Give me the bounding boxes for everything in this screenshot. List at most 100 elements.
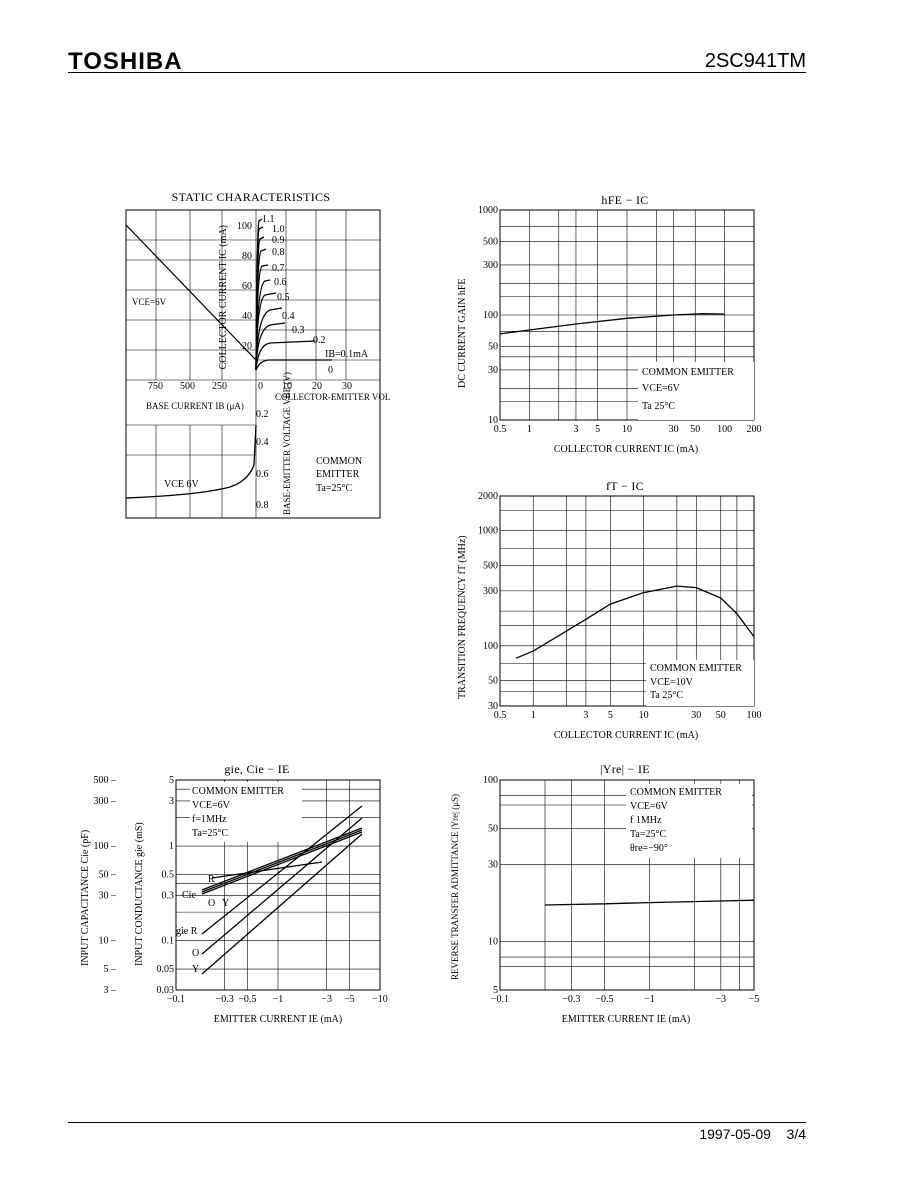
footer-page: 3/4	[786, 1126, 806, 1142]
ft-ic-chart: fT − IC 0.5 1 3 5 10 30 50 100 30 50 100 300 500 1000…	[457, 479, 762, 741]
yre-ie-chart: |Yre| − IE −0.1 −0.3 −0.5 −1 −3 −55103050100 …	[450, 762, 760, 1025]
ic-tick: 0	[328, 365, 333, 376]
x-tick-label: 50	[716, 710, 726, 721]
series-line	[544, 899, 755, 906]
chart-title: fT − IC	[606, 479, 644, 493]
x-tick-label: −0.5	[595, 994, 613, 1005]
y-tick-label: 1000	[478, 526, 498, 537]
x-axis-label: COLLECTOR CURRENT IC (mA)	[554, 444, 698, 455]
note: VCE=6V	[192, 800, 231, 811]
y-tick: 40	[242, 311, 252, 322]
ic-tick: 0.5	[277, 292, 290, 303]
y-tick-label: 10	[488, 415, 498, 426]
vbe-tick: 0.8	[256, 500, 269, 511]
ic-tick: 0.2	[313, 335, 326, 346]
x-tick-label: −5	[749, 994, 760, 1005]
x-tick: 750	[148, 381, 163, 392]
chart-title: gie, Cie − IE	[224, 762, 289, 776]
x-tick-label: −0.3	[562, 994, 580, 1005]
y-tick-label: 500	[483, 237, 498, 248]
y-tick-label: 0.1	[162, 936, 175, 947]
y-tick-label: 100	[483, 310, 498, 321]
y-axis-label: REVERSE TRANSFER ADMITTANCE |Yre| (μS)	[450, 794, 460, 980]
note: VCE=10V	[650, 677, 694, 688]
header-rule	[68, 72, 806, 73]
ic-tick: 0.7	[272, 263, 285, 274]
y2-tick-label: 300 –	[94, 796, 118, 807]
y2-tick-label: 30 –	[99, 890, 118, 901]
x-tick-label: 10	[639, 710, 649, 721]
y-tick-label: 100	[483, 641, 498, 652]
static-characteristics-chart: STATIC CHARACTERISTICS 1.1 1.0 0.9 0.8 0…	[125, 190, 390, 519]
note: COMMON EMITTER	[630, 787, 722, 798]
x-tick-label: 200	[747, 424, 762, 435]
vbe-axis-label: BASE-EMITTER VOLTAGE VBE (V)	[282, 372, 292, 515]
y-tick-label: 0.3	[162, 890, 175, 901]
x-tick-label: 5	[595, 424, 600, 435]
x-axis-label: COLLECTOR-EMITTER VOLTAGE VCE (V)	[275, 392, 390, 402]
y-tick-label: 50	[488, 675, 498, 686]
y-tick-label: 300	[483, 260, 498, 271]
y-tick: 80	[242, 251, 252, 262]
y-tick: 60	[242, 281, 252, 292]
ic-tick: 0.8	[272, 247, 285, 258]
y-tick-label: 50	[488, 824, 498, 835]
footer-info: 1997-05-09 3/4	[699, 1126, 806, 1142]
x-tick: 10	[282, 381, 292, 392]
x-tick-label: 100	[717, 424, 732, 435]
footer-rule	[68, 1122, 806, 1123]
x-tick-label: −1	[273, 994, 284, 1005]
vbe-tick: 0.2	[256, 409, 269, 420]
x-tick: 250	[212, 381, 227, 392]
y-tick-label: 100	[483, 775, 498, 786]
y-axis-label: INPUT CONDUCTANCE gie (mS)	[134, 822, 145, 966]
series-label: Cie	[182, 890, 196, 901]
vbe-tick: 0.6	[256, 469, 269, 480]
x-tick-label: −0.1	[491, 994, 509, 1005]
y-tick-label: 5	[169, 775, 174, 786]
x-tick-label: 0.5	[494, 424, 507, 435]
y-tick-label: 30	[488, 365, 498, 376]
series-line	[499, 313, 725, 335]
series-label: Y	[222, 898, 229, 909]
x-tick-label: 3	[583, 710, 588, 721]
x-tick-label: 0.5	[494, 710, 507, 721]
x-tick-label: 30	[669, 424, 679, 435]
load-line-label: VCE=6V	[132, 297, 167, 307]
x-tick: 20	[312, 381, 322, 392]
vbe-tick: 0.4	[256, 437, 269, 448]
x-tick-label: −10	[372, 994, 388, 1005]
y-tick-label: 0.5	[162, 870, 175, 881]
y2-tick-label: 100 –	[94, 841, 118, 852]
x-tick: 500	[180, 381, 195, 392]
note: COMMON EMITTER	[650, 663, 742, 674]
x-tick-label: 5	[608, 710, 613, 721]
y2-tick-label: 50 –	[99, 870, 118, 881]
chart-title: STATIC CHARACTERISTICS	[172, 190, 331, 204]
input-condition: VCE 6V	[164, 479, 200, 490]
y-axis-label: TRANSITION FREQUENCY fT (MHz)	[457, 535, 468, 699]
ic-tick: 1.1	[262, 214, 275, 225]
chart-frame	[125, 209, 381, 519]
y2-axis-label: INPUT CAPACITANCE Cie (pF)	[80, 830, 91, 966]
y-tick: 100	[237, 221, 252, 232]
x-axis-label: EMITTER CURRENT IE (mA)	[562, 1014, 690, 1025]
ic-tick: 0.6	[274, 277, 287, 288]
note: VCE=6V	[630, 801, 669, 812]
y-tick-label: 500	[483, 560, 498, 571]
ic-tick: 0.3	[292, 325, 305, 336]
x-tick-label: 50	[690, 424, 700, 435]
ic-tick: IB=0.1mA	[325, 349, 369, 360]
ic-tick: 1.0	[272, 224, 285, 235]
x-tick-label: 30	[691, 710, 701, 721]
note: θre=−90°	[630, 843, 668, 854]
note: COMMON EMITTER	[642, 367, 734, 378]
note: Ta=25°C	[316, 483, 352, 494]
note: COMMON EMITTER	[192, 786, 284, 797]
x-tick-label: −0.1	[167, 994, 185, 1005]
x-tick: 0	[258, 381, 263, 392]
footer-date: 1997-05-09	[699, 1126, 771, 1142]
series-label: Y	[192, 964, 199, 975]
series-label: O	[208, 898, 215, 909]
ic-tick: 0.9	[272, 235, 285, 246]
